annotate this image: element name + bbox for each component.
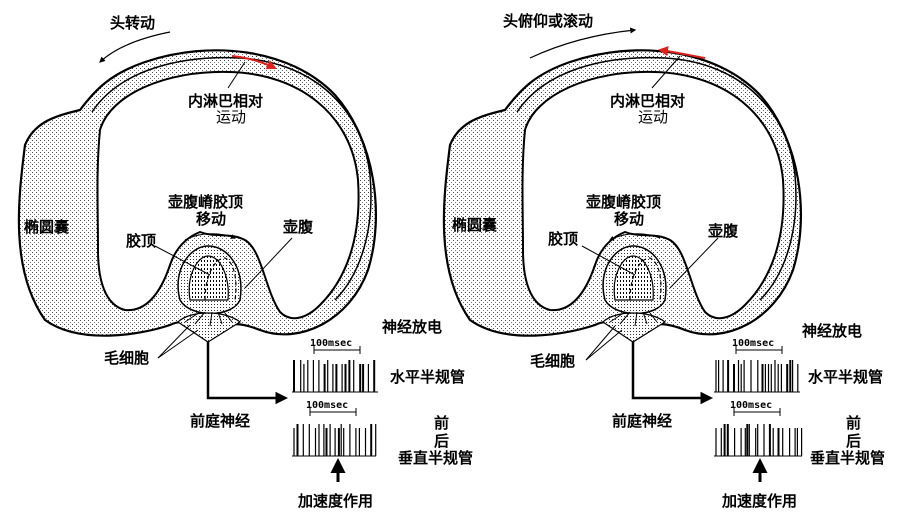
spike-train-vertical [714,424,803,457]
utricle-label: 椭圆囊 [452,216,498,234]
acceleration-label: 加速度作用 [297,492,373,510]
back-label: 后 [434,432,449,450]
endolymph-label-2: 运动 [638,108,668,126]
head-pitch-arrow [529,27,637,59]
cupula-move-label: 壶腹嵴胶顶 [168,193,243,211]
endolymph-flow-arrow [231,55,277,70]
scale-label-1: 100msec [732,338,774,349]
front-label: 前 [846,414,861,432]
endolymph-label-2: 运动 [216,108,246,126]
cupula-move-label-2: 移动 [196,210,226,228]
hair-cells-label: 毛细胞 [530,352,575,370]
scale-label-1: 100msec [310,338,352,349]
cupula-move-arrow [184,233,236,241]
nerve-discharge-label: 神经放电 [382,318,442,336]
front-label: 前 [434,414,449,432]
scale-label-2: 100msec [306,400,348,411]
head-rotation-arrow [99,31,171,63]
vestibular-nerve-label: 前庭神经 [612,412,672,430]
spike-train-horizontal [292,360,378,393]
vestibular-nerve-label: 前庭神经 [190,412,250,430]
endolymph-label: 内淋巴相对 [610,92,685,110]
right-panel: 头俯仰或滚动 内淋巴相对 运动 壶腹嵴胶顶 移动 椭圆囊 胶顶 壶腹 毛细胞 神… [444,12,885,510]
endolymph-flow-arrow [658,46,706,59]
cupula-move-arrow [609,233,661,241]
horizontal-canal-label: 水平半规管 [390,368,465,386]
ampulla-label: 壶腹 [708,222,739,240]
acceleration-label: 加速度作用 [721,492,797,510]
scale-label-2: 100msec [730,400,772,411]
vertical-canal-label: 垂直半规管 [810,449,885,467]
spike-train-vertical [292,424,377,457]
spike-train-horizontal [714,360,800,393]
title-label: 头转动 [110,14,155,32]
endolymph-label: 内淋巴相对 [188,92,263,110]
left-panel: 头转动 内淋巴相对 运动 壶腹嵴胶顶 移动 椭圆囊 胶顶 壶腹 毛细胞 神经放电… [19,14,473,510]
utricle-label: 椭圆囊 [24,218,70,236]
vertical-canal-label: 垂直半规管 [398,449,473,467]
cupula-move-label-2: 移动 [614,210,644,228]
cupula-move-label: 壶腹嵴胶顶 [586,193,661,211]
back-label: 后 [846,432,861,450]
title-label: 头俯仰或滚动 [503,12,593,30]
nerve-discharge-label: 神经放电 [802,322,862,340]
ampulla-label: 壶腹 [283,218,314,236]
horizontal-canal-label: 水平半规管 [808,368,883,386]
hair-cells-label: 毛细胞 [104,349,149,367]
cupula-label: 胶顶 [548,230,578,248]
cupula-label: 胶顶 [126,232,156,250]
